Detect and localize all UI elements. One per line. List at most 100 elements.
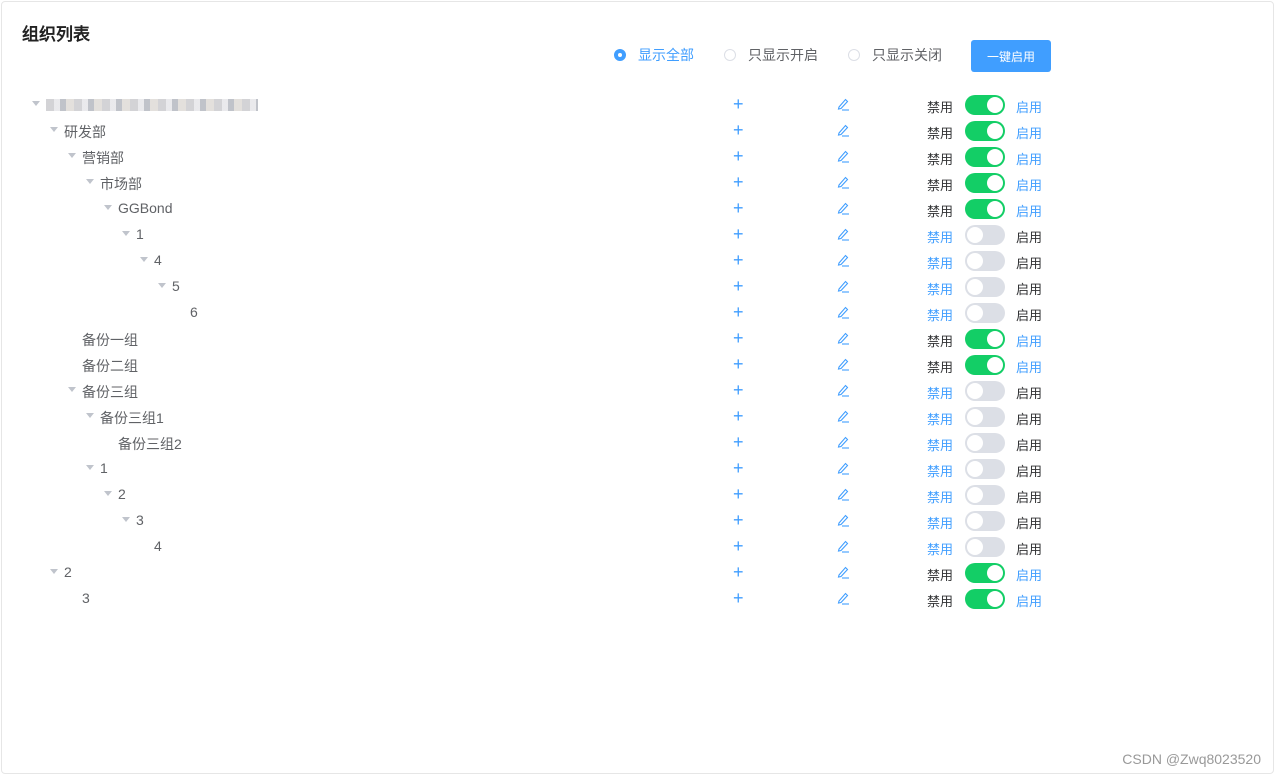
- enable-label[interactable]: 启用: [1016, 386, 1043, 401]
- tree-node[interactable]: 1 + 禁用 启用: [0, 222, 1100, 248]
- disable-label[interactable]: 禁用: [927, 256, 954, 271]
- disable-label[interactable]: 禁用: [927, 178, 954, 193]
- add-icon[interactable]: +: [733, 276, 744, 296]
- tree-node[interactable]: 备份三组1 + 禁用 启用: [0, 404, 1100, 430]
- edit-icon[interactable]: [836, 123, 850, 140]
- tree-node[interactable]: 5 + 禁用 启用: [0, 274, 1100, 300]
- disable-label[interactable]: 禁用: [927, 386, 954, 401]
- disable-label[interactable]: 禁用: [927, 360, 954, 375]
- disable-label[interactable]: 禁用: [927, 516, 954, 531]
- status-toggle[interactable]: [965, 199, 1005, 219]
- tree-node[interactable]: 2 + 禁用 启用: [0, 482, 1100, 508]
- add-icon[interactable]: +: [733, 562, 744, 582]
- caret-down-icon[interactable]: [86, 413, 94, 418]
- status-toggle[interactable]: [965, 303, 1005, 323]
- enable-all-button[interactable]: 一键启用: [971, 40, 1051, 72]
- add-icon[interactable]: +: [733, 484, 744, 504]
- status-toggle[interactable]: [965, 563, 1005, 583]
- tree-node[interactable]: 3 + 禁用 启用: [0, 586, 1100, 612]
- enable-label[interactable]: 启用: [1016, 256, 1043, 271]
- enable-label[interactable]: 启用: [1016, 126, 1043, 141]
- status-toggle[interactable]: [965, 225, 1005, 245]
- add-icon[interactable]: +: [733, 224, 744, 244]
- disable-label[interactable]: 禁用: [927, 412, 954, 427]
- disable-label[interactable]: 禁用: [927, 100, 954, 115]
- add-icon[interactable]: +: [733, 588, 744, 608]
- radio-icon[interactable]: [724, 49, 736, 61]
- edit-icon[interactable]: [836, 383, 850, 400]
- disable-label[interactable]: 禁用: [927, 152, 954, 167]
- caret-down-icon[interactable]: [86, 179, 94, 184]
- add-icon[interactable]: +: [733, 510, 744, 530]
- add-icon[interactable]: +: [733, 198, 744, 218]
- add-icon[interactable]: +: [733, 380, 744, 400]
- enable-label[interactable]: 启用: [1016, 412, 1043, 427]
- edit-icon[interactable]: [836, 565, 850, 582]
- tree-node[interactable]: 6 + 禁用 启用: [0, 300, 1100, 326]
- status-toggle[interactable]: [965, 537, 1005, 557]
- add-icon[interactable]: +: [733, 146, 744, 166]
- status-toggle[interactable]: [965, 407, 1005, 427]
- edit-icon[interactable]: [836, 227, 850, 244]
- status-toggle[interactable]: [965, 433, 1005, 453]
- caret-down-icon[interactable]: [104, 205, 112, 210]
- enable-label[interactable]: 启用: [1016, 490, 1043, 505]
- enable-label[interactable]: 启用: [1016, 308, 1043, 323]
- enable-label[interactable]: 启用: [1016, 568, 1043, 583]
- caret-down-icon[interactable]: [68, 387, 76, 392]
- tree-node[interactable]: 1 + 禁用 启用: [0, 456, 1100, 482]
- enable-label[interactable]: 启用: [1016, 360, 1043, 375]
- caret-down-icon[interactable]: [68, 153, 76, 158]
- enable-label[interactable]: 启用: [1016, 204, 1043, 219]
- caret-down-icon[interactable]: [50, 127, 58, 132]
- status-toggle[interactable]: [965, 251, 1005, 271]
- add-icon[interactable]: +: [733, 172, 744, 192]
- add-icon[interactable]: +: [733, 536, 744, 556]
- edit-icon[interactable]: [836, 279, 850, 296]
- edit-icon[interactable]: [836, 253, 850, 270]
- disable-label[interactable]: 禁用: [927, 282, 954, 297]
- tree-node[interactable]: 2 + 禁用 启用: [0, 560, 1100, 586]
- tree-node[interactable]: 4 + 禁用 启用: [0, 248, 1100, 274]
- status-toggle[interactable]: [965, 121, 1005, 141]
- edit-icon[interactable]: [836, 513, 850, 530]
- caret-down-icon[interactable]: [140, 257, 148, 262]
- status-toggle[interactable]: [965, 173, 1005, 193]
- edit-icon[interactable]: [836, 591, 850, 608]
- edit-icon[interactable]: [836, 201, 850, 218]
- caret-down-icon[interactable]: [50, 569, 58, 574]
- edit-icon[interactable]: [836, 149, 850, 166]
- enable-label[interactable]: 启用: [1016, 178, 1043, 193]
- disable-label[interactable]: 禁用: [927, 542, 954, 557]
- disable-label[interactable]: 禁用: [927, 126, 954, 141]
- disable-label[interactable]: 禁用: [927, 204, 954, 219]
- add-icon[interactable]: +: [733, 432, 744, 452]
- enable-label[interactable]: 启用: [1016, 464, 1043, 479]
- disable-label[interactable]: 禁用: [927, 594, 954, 609]
- tree-node[interactable]: 研发部 + 禁用 启用: [0, 118, 1100, 144]
- status-toggle[interactable]: [965, 329, 1005, 349]
- edit-icon[interactable]: [836, 435, 850, 452]
- edit-icon[interactable]: [836, 409, 850, 426]
- add-icon[interactable]: +: [733, 458, 744, 478]
- edit-icon[interactable]: [836, 175, 850, 192]
- caret-down-icon[interactable]: [32, 101, 40, 106]
- disable-label[interactable]: 禁用: [927, 230, 954, 245]
- edit-icon[interactable]: [836, 487, 850, 504]
- caret-down-icon[interactable]: [122, 231, 130, 236]
- radio-icon[interactable]: [614, 49, 626, 61]
- edit-icon[interactable]: [836, 357, 850, 374]
- caret-down-icon[interactable]: [86, 465, 94, 470]
- edit-icon[interactable]: [836, 97, 850, 114]
- status-toggle[interactable]: [965, 355, 1005, 375]
- status-toggle[interactable]: [965, 147, 1005, 167]
- add-icon[interactable]: +: [733, 94, 744, 114]
- add-icon[interactable]: +: [733, 354, 744, 374]
- enable-label[interactable]: 启用: [1016, 334, 1043, 349]
- status-toggle[interactable]: [965, 459, 1005, 479]
- enable-label[interactable]: 启用: [1016, 542, 1043, 557]
- add-icon[interactable]: +: [733, 302, 744, 322]
- edit-icon[interactable]: [836, 305, 850, 322]
- tree-node[interactable]: 备份三组2 + 禁用 启用: [0, 430, 1100, 456]
- tree-node[interactable]: + 禁用 启用: [0, 92, 1100, 118]
